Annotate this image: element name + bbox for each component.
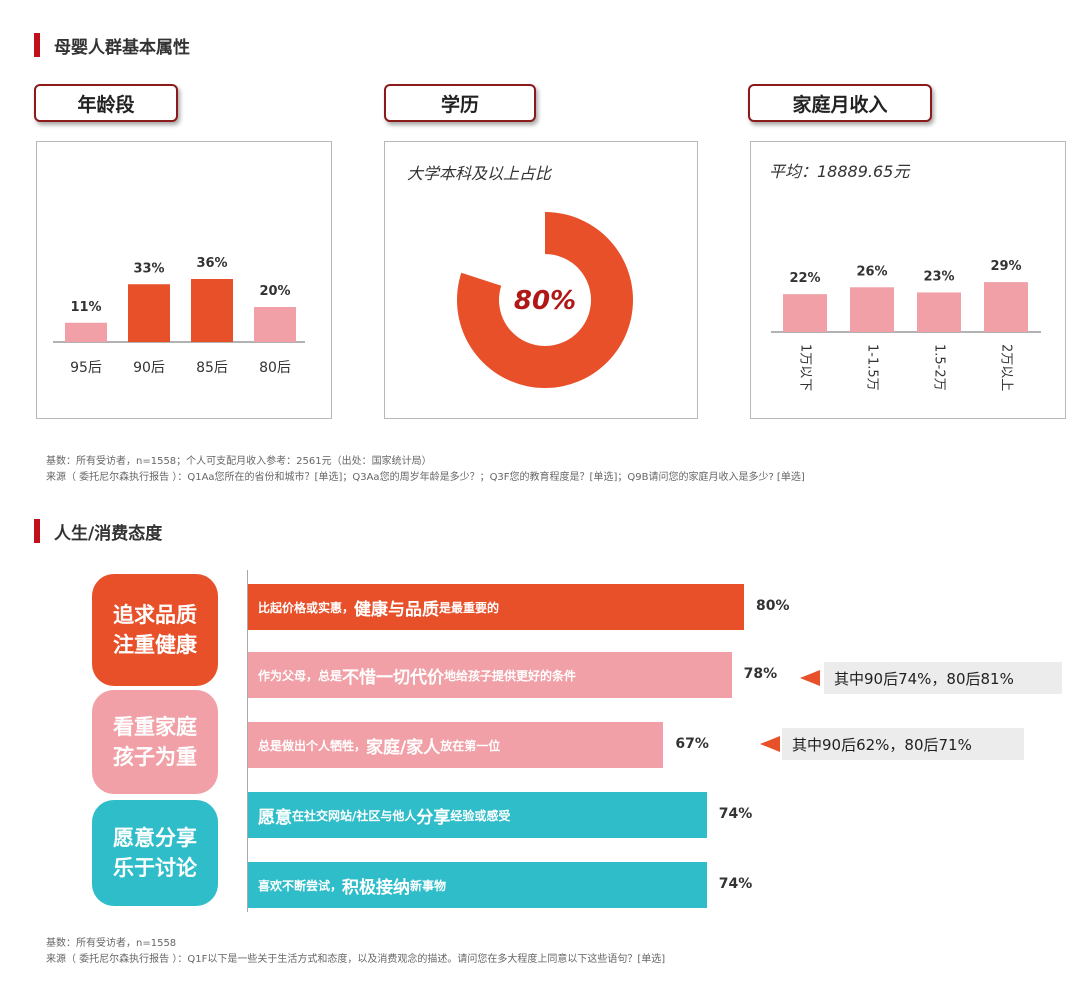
attitude-bar: 喜欢不断尝试， 积极接纳 新事物	[248, 862, 707, 908]
source-note: 来源（ 委托尼尔森执行报告 ）：Q1F以下是一些关于生活方式和态度，以及消费观念…	[46, 954, 666, 965]
attitude-bar: 比起价格或实惠， 健康与品质 是最重要的	[248, 584, 744, 630]
section-header-attitude: 人生/消费态度	[34, 518, 162, 544]
income-category-label: 1-1.5万	[865, 344, 880, 391]
education-center-label: 80%	[514, 286, 576, 316]
income-value-label: 26%	[856, 264, 887, 279]
income-bar-chart: 22% 1万以下 26% 1-1.5万 23% 1.5-2万 29% 2万以上	[771, 259, 1041, 391]
age-category-label: 90后	[133, 360, 165, 376]
attitude-text: 新事物	[410, 878, 447, 893]
section-accent-bar	[34, 33, 40, 57]
base-note: 基数：所有受访者，n=1558	[46, 938, 177, 949]
education-subtitle: 大学本科及以上占比	[407, 164, 552, 183]
callout-arrow-icon	[800, 670, 820, 686]
income-category-label: 1.5-2万	[932, 344, 947, 391]
income-value-label: 29%	[990, 259, 1021, 274]
income-tag: 家庭月收入	[748, 84, 932, 122]
group-label-line1: 看重家庭	[113, 715, 197, 739]
section-accent-bar	[34, 519, 40, 543]
age-bar	[191, 279, 233, 342]
callout-box: 其中90后62%，80后71%	[782, 728, 1024, 760]
section-title: 人生/消费态度	[54, 523, 163, 544]
group-label-line2: 注重健康	[113, 633, 197, 657]
group-label-line1: 愿意分享	[113, 826, 197, 850]
age-bar	[254, 307, 296, 342]
attitude-text: 地给孩子提供更好的条件	[444, 668, 577, 683]
group-label-line1: 追求品质	[113, 603, 197, 627]
attitude-bar: 总是做出个人牺牲， 家庭/家人 放在第一位	[248, 722, 664, 768]
group-label-line2: 孩子为重	[113, 745, 197, 769]
source-note: 来源（ 委托尼尔森执行报告 ）：Q1Aa您所在的省份和城市？[单选]；Q3Aa您…	[46, 472, 805, 483]
group-label-line2: 乐于讨论	[113, 856, 197, 880]
attitude-text: 是最重要的	[439, 600, 500, 615]
age-chart-panel: 11% 95后 33% 90后 36% 85后 20% 80后	[36, 141, 332, 419]
income-bar	[984, 282, 1028, 332]
attitude-text: 作为父母，总是	[258, 668, 343, 683]
education-donut-chart: 80%	[457, 212, 633, 388]
attitude-text: 喜欢不断尝试，	[258, 878, 343, 893]
income-category-label: 1万以下	[798, 344, 813, 391]
age-bar	[65, 322, 107, 342]
attitude-percent-label: 80%	[756, 598, 790, 614]
income-value-label: 22%	[789, 271, 820, 286]
section-header-basic-attributes: 母婴人群基本属性	[34, 32, 190, 58]
callout-box: 其中90后74%，80后81%	[824, 662, 1062, 694]
age-bar	[128, 284, 170, 342]
education-tag: 学历	[384, 84, 536, 122]
income-subtitle: 平均：18889.65元	[769, 162, 910, 181]
attitude-text: 在社交网站/社区与他人	[292, 808, 417, 823]
attitude-text: 经验或感受	[450, 808, 511, 823]
group-pill-family: 看重家庭 孩子为重	[92, 690, 218, 794]
age-value-label: 33%	[133, 261, 164, 276]
attitude-bar: 愿意 在社交网站/社区与他人 分享 经验或感受	[248, 792, 707, 838]
income-chart-panel: 平均：18889.65元 22% 1万以下 26% 1-1.5万 23% 1.5-2万 29…	[750, 141, 1066, 419]
age-category-label: 85后	[196, 360, 228, 376]
attitude-text: 总是做出个人牺牲，	[258, 738, 367, 753]
attitude-bar: 作为父母，总是 不惜一切代价 地给孩子提供更好的条件	[248, 652, 732, 698]
income-category-label: 2万以上	[999, 344, 1014, 391]
income-bar	[850, 287, 894, 332]
income-value-label: 23%	[923, 269, 954, 284]
age-category-label: 95后	[70, 360, 102, 376]
age-value-label: 20%	[259, 284, 290, 299]
attitude-percent-label: 67%	[675, 736, 709, 752]
attitude-percent-label: 74%	[718, 806, 753, 822]
age-bar-chart: 11% 95后 33% 90后 36% 85后 20% 80后	[53, 256, 305, 376]
age-value-label: 11%	[70, 300, 101, 315]
attitude-keyword: 积极接纳	[342, 877, 411, 898]
attitude-keyword: 家庭/家人	[366, 737, 441, 758]
attitude-axis-line	[247, 570, 248, 912]
base-note: 基数：所有受访者，n=1558；个人可支配月收入参考：2561元（出处：国家统计…	[46, 456, 432, 467]
age-category-label: 80后	[259, 360, 291, 376]
attitude-keyword: 愿意	[258, 807, 292, 828]
group-pill-sharing: 愿意分享 乐于讨论	[92, 800, 218, 906]
income-bar	[783, 294, 827, 332]
attitude-percent-label: 78%	[743, 666, 778, 682]
education-chart-panel: 大学本科及以上占比 80%	[384, 141, 698, 419]
group-pill-quality: 追求品质 注重健康	[92, 574, 218, 686]
attitude-keyword: 分享	[416, 807, 451, 828]
attitude-percent-label: 74%	[718, 876, 753, 892]
attitude-text: 放在第一位	[440, 738, 501, 753]
age-tag: 年龄段	[34, 84, 178, 122]
income-bar	[917, 292, 961, 332]
section-title: 母婴人群基本属性	[54, 37, 190, 58]
age-value-label: 36%	[196, 256, 227, 271]
attitude-text: 比起价格或实惠，	[258, 600, 355, 615]
callout-arrow-icon	[760, 736, 780, 752]
education-donut-slice	[457, 212, 633, 388]
attitude-keyword: 不惜一切代价	[342, 667, 445, 688]
attitude-keyword: 健康与品质	[354, 599, 440, 620]
